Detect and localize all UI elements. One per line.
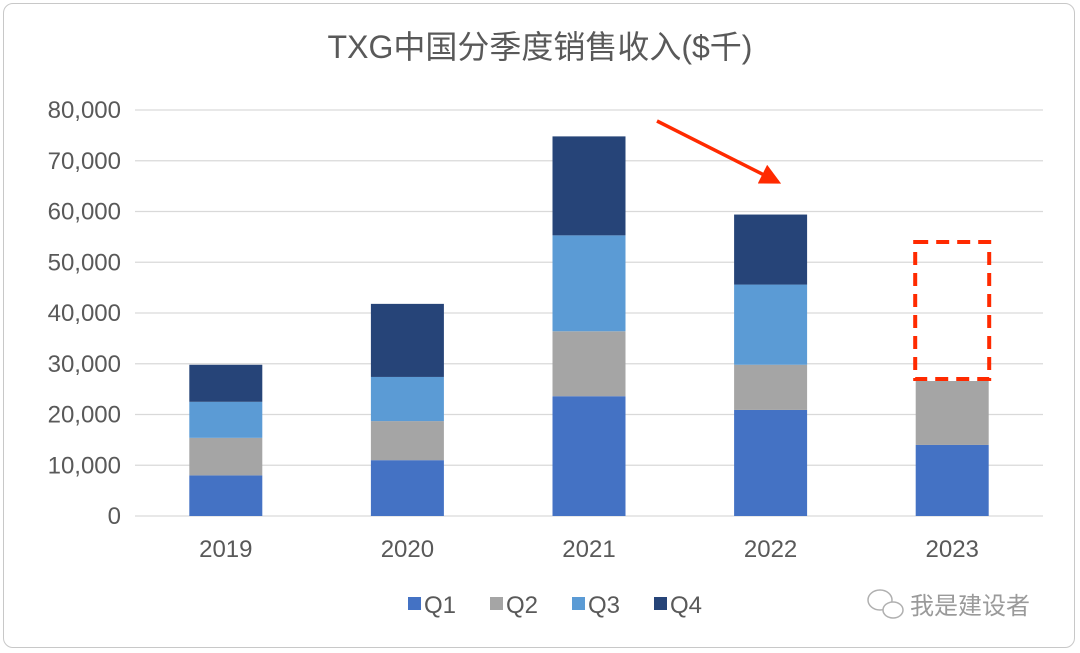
y-tick-label: 60,000 [48,199,121,226]
bar-2021-q2 [552,331,626,397]
chart-frame [3,3,1075,648]
bar-2021-q4 [552,136,626,236]
x-tick-label: 2022 [744,536,797,563]
legend-label: Q3 [588,592,620,619]
bar-2021-q3 [552,235,626,332]
wechat-icon [867,589,904,619]
legend-label: Q4 [670,592,702,619]
y-tick-label: 0 [108,503,121,530]
y-tick-label: 50,000 [48,249,121,276]
chart-title: TXG中国分季度销售收入($千) [328,29,753,65]
bar-2021-q1 [552,396,626,516]
legend-item-q2: Q2 [490,592,538,619]
x-tick-label: 2023 [926,536,979,563]
bar-2022-q2 [734,364,808,410]
legend-swatch [654,597,667,610]
y-tick-label: 80,000 [48,97,121,124]
legend-swatch [408,597,421,610]
legend-item-q1: Q1 [408,592,456,619]
bar-2022-q3 [734,284,808,365]
watermark-text: 我是建设者 [910,593,1030,620]
y-tick-label: 20,000 [48,402,121,429]
bar-2020-q4 [370,303,444,377]
bar-2023-q2 [915,381,989,445]
bar-2019-q3 [189,401,263,438]
bar-2019-q1 [189,475,263,516]
bar-2022-q4 [734,214,808,285]
watermark: 我是建设者 [867,589,1030,620]
bar-2020-q3 [370,376,444,422]
bar-2019-q4 [189,364,263,402]
legend-item-q4: Q4 [654,592,702,619]
legend-label: Q1 [424,592,456,619]
trend-arrow [656,119,782,184]
legend-swatch [490,597,503,610]
y-tick-label: 70,000 [48,148,121,175]
bar-2022-q1 [734,409,808,516]
bar-2020-q1 [370,460,444,516]
x-tick-label: 2021 [562,536,615,563]
y-tick-label: 30,000 [48,351,121,378]
legend-item-q3: Q3 [572,592,620,619]
y-tick-label: 40,000 [48,300,121,327]
y-tick-label: 10,000 [48,452,121,479]
bar-2023-q1 [915,444,989,516]
bar-2020-q2 [370,421,444,461]
x-tick-label: 2019 [199,536,252,563]
x-tick-label: 2020 [381,536,434,563]
bar-2019-q2 [189,437,263,476]
legend-swatch [572,597,585,610]
legend-label: Q2 [506,592,538,619]
